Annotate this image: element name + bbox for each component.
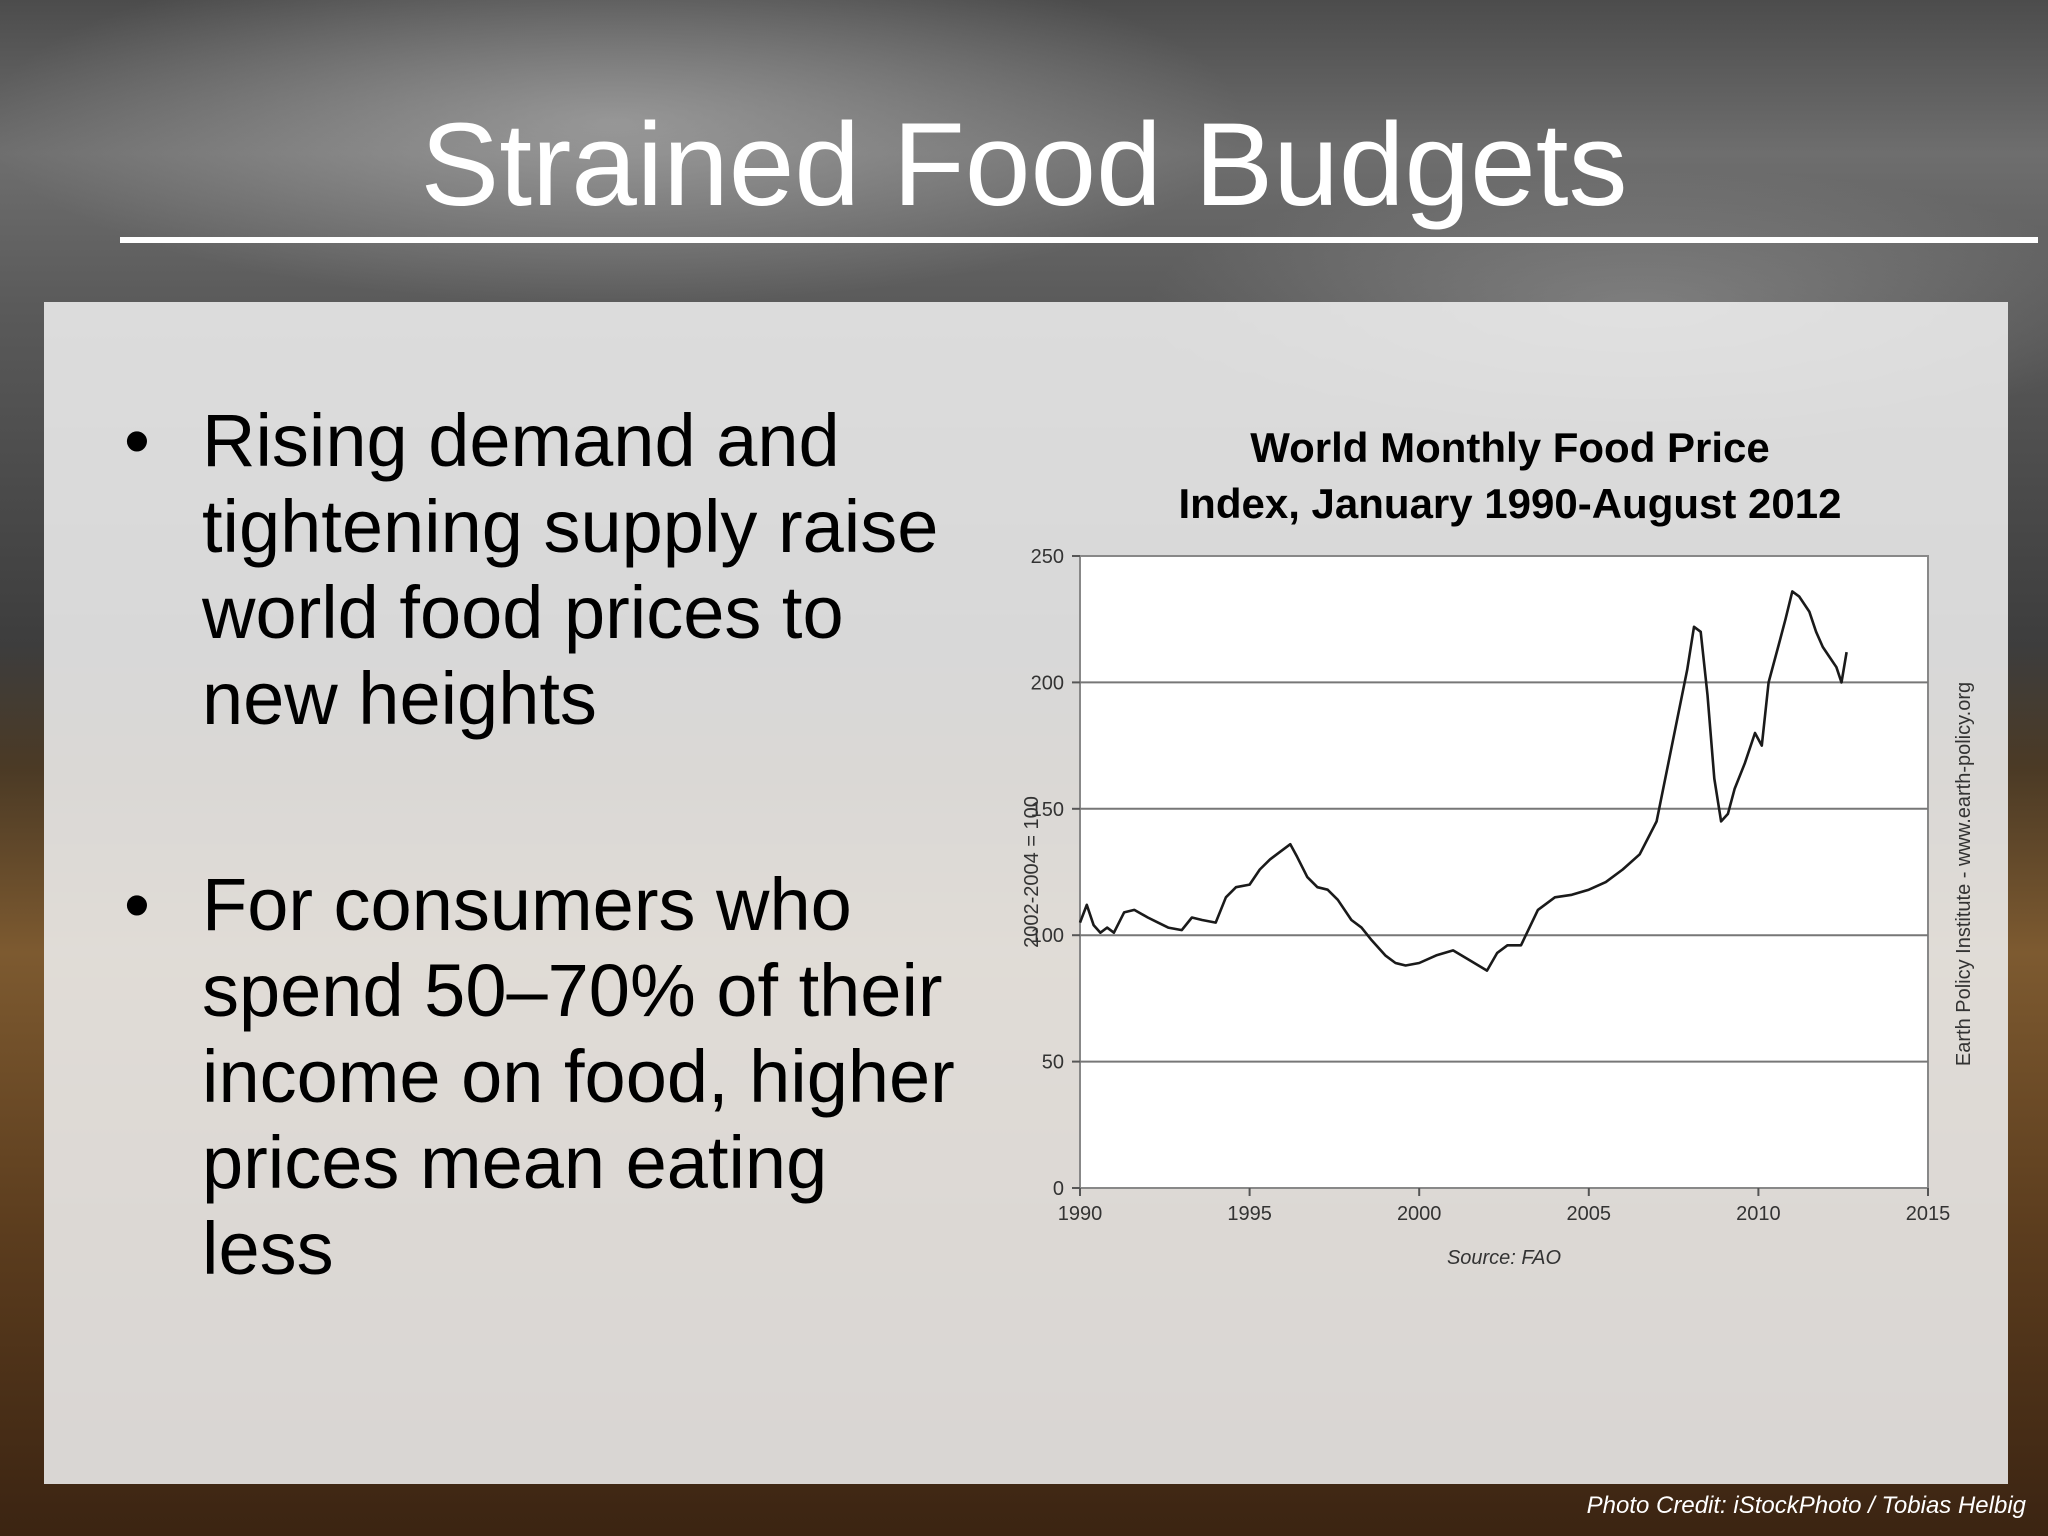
y-tick-label: 100 [1031,925,1064,947]
chart-source: Source: FAO [1447,1247,1561,1269]
y-tick-label: 0 [1053,1178,1064,1200]
photo-credit: Photo Credit: iStockPhoto / Tobias Helbi… [1586,1492,2026,1519]
bullet-dot: • [124,863,150,946]
bullet-dot: • [124,399,150,482]
y-axis-label: 2002-2004 = 100 [1021,796,1043,948]
x-tick-label: 2005 [1567,1203,1612,1225]
x-tick-label: 2000 [1397,1203,1442,1225]
chart-title: World Monthly Food Price Index, January … [1100,420,1920,532]
slide-title: Strained Food Budgets [420,99,1628,231]
x-tick-label: 2015 [1906,1203,1951,1225]
y-tick-label: 50 [1042,1052,1064,1074]
x-tick-label: 1995 [1227,1203,1272,1225]
chart-title-line-1: World Monthly Food Price [1250,424,1770,471]
food-price-chart: 0 50 100 150 200 250 1990 1995 2000 2005 2010 2015 2… [1021,546,1975,1269]
bullet-item-2: • For consumers who spend 50–70% of thei… [116,862,976,1292]
bullet-text-1: Rising demand and tightening supply rais… [202,399,939,740]
x-tick-label: 2010 [1736,1203,1781,1225]
y-tick-label: 150 [1031,799,1064,821]
y-tick-label: 200 [1031,672,1064,694]
bullet-text-2: For consumers who spend 50–70% of their … [202,863,955,1290]
series-line-food-price-index [1078,590,1848,972]
chart-title-line-2: Index, January 1990-August 2012 [1178,480,1842,527]
y-tick-label: 250 [1031,546,1064,568]
side-note: Earth Policy Institute - www.earth-polic… [1953,682,1975,1066]
bullet-list: • Rising demand and tightening supply ra… [116,398,976,1412]
bullet-item-1: • Rising demand and tightening supply ra… [116,398,976,742]
plot-area [1079,555,1929,1189]
x-tick-label: 1990 [1058,1203,1103,1225]
title-underline [120,237,2038,243]
